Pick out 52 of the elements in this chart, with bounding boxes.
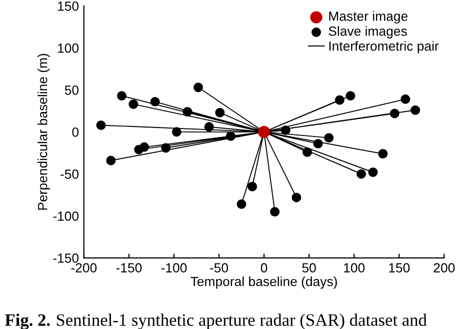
x-tick-label: -200 xyxy=(71,263,97,272)
y-tick-label: -100 xyxy=(53,212,79,221)
x-tick-label: -50 xyxy=(210,263,228,272)
point xyxy=(194,82,204,92)
point xyxy=(400,94,410,104)
point xyxy=(248,182,258,192)
legend-label: Master image xyxy=(329,11,408,24)
y-tick-label: -50 xyxy=(60,170,79,179)
point xyxy=(172,127,182,137)
point xyxy=(368,168,378,177)
point xyxy=(258,126,270,138)
point xyxy=(324,133,334,143)
point xyxy=(106,156,116,166)
point xyxy=(346,91,356,101)
legend-label: Slave images xyxy=(328,26,407,38)
point xyxy=(161,143,171,153)
point xyxy=(356,169,366,179)
point xyxy=(128,99,138,109)
point xyxy=(378,149,388,159)
point xyxy=(292,192,302,202)
point xyxy=(302,147,312,157)
point xyxy=(334,95,344,105)
point xyxy=(116,91,126,101)
point xyxy=(215,108,225,118)
point xyxy=(270,206,280,216)
y-tick-label: 150 xyxy=(58,1,79,11)
point xyxy=(280,126,290,135)
x-tick-label: 0 xyxy=(260,263,268,272)
point xyxy=(313,138,323,148)
point xyxy=(150,96,160,106)
y-axis-title: Perpendicular baseline (m) xyxy=(38,54,50,210)
text: Sentinel-1 synthetic aperture radar (SAR) dataset and xyxy=(56,314,427,329)
x-axis-title: Temporal baseline (days) xyxy=(190,276,337,289)
y-tick-label: 0 xyxy=(72,127,79,137)
y-tick-label: 100 xyxy=(58,43,79,53)
point xyxy=(236,199,246,209)
x-tick-label: -150 xyxy=(116,263,142,272)
y-tick-label: -150 xyxy=(53,254,79,263)
x-tick-label: -100 xyxy=(161,263,187,272)
point xyxy=(96,120,106,130)
point xyxy=(139,142,149,152)
point xyxy=(226,131,236,141)
point xyxy=(204,122,214,132)
legend-label: Interferometric pair xyxy=(329,41,439,54)
y-tick-label: 50 xyxy=(64,85,79,95)
point xyxy=(390,108,400,118)
x-tick-label: 150 xyxy=(389,263,410,272)
point xyxy=(410,105,420,115)
x-tick-label: 200 xyxy=(434,263,455,272)
point xyxy=(182,107,192,117)
x-tick-label: 50 xyxy=(302,263,316,272)
x-tick-label: 100 xyxy=(344,263,365,272)
